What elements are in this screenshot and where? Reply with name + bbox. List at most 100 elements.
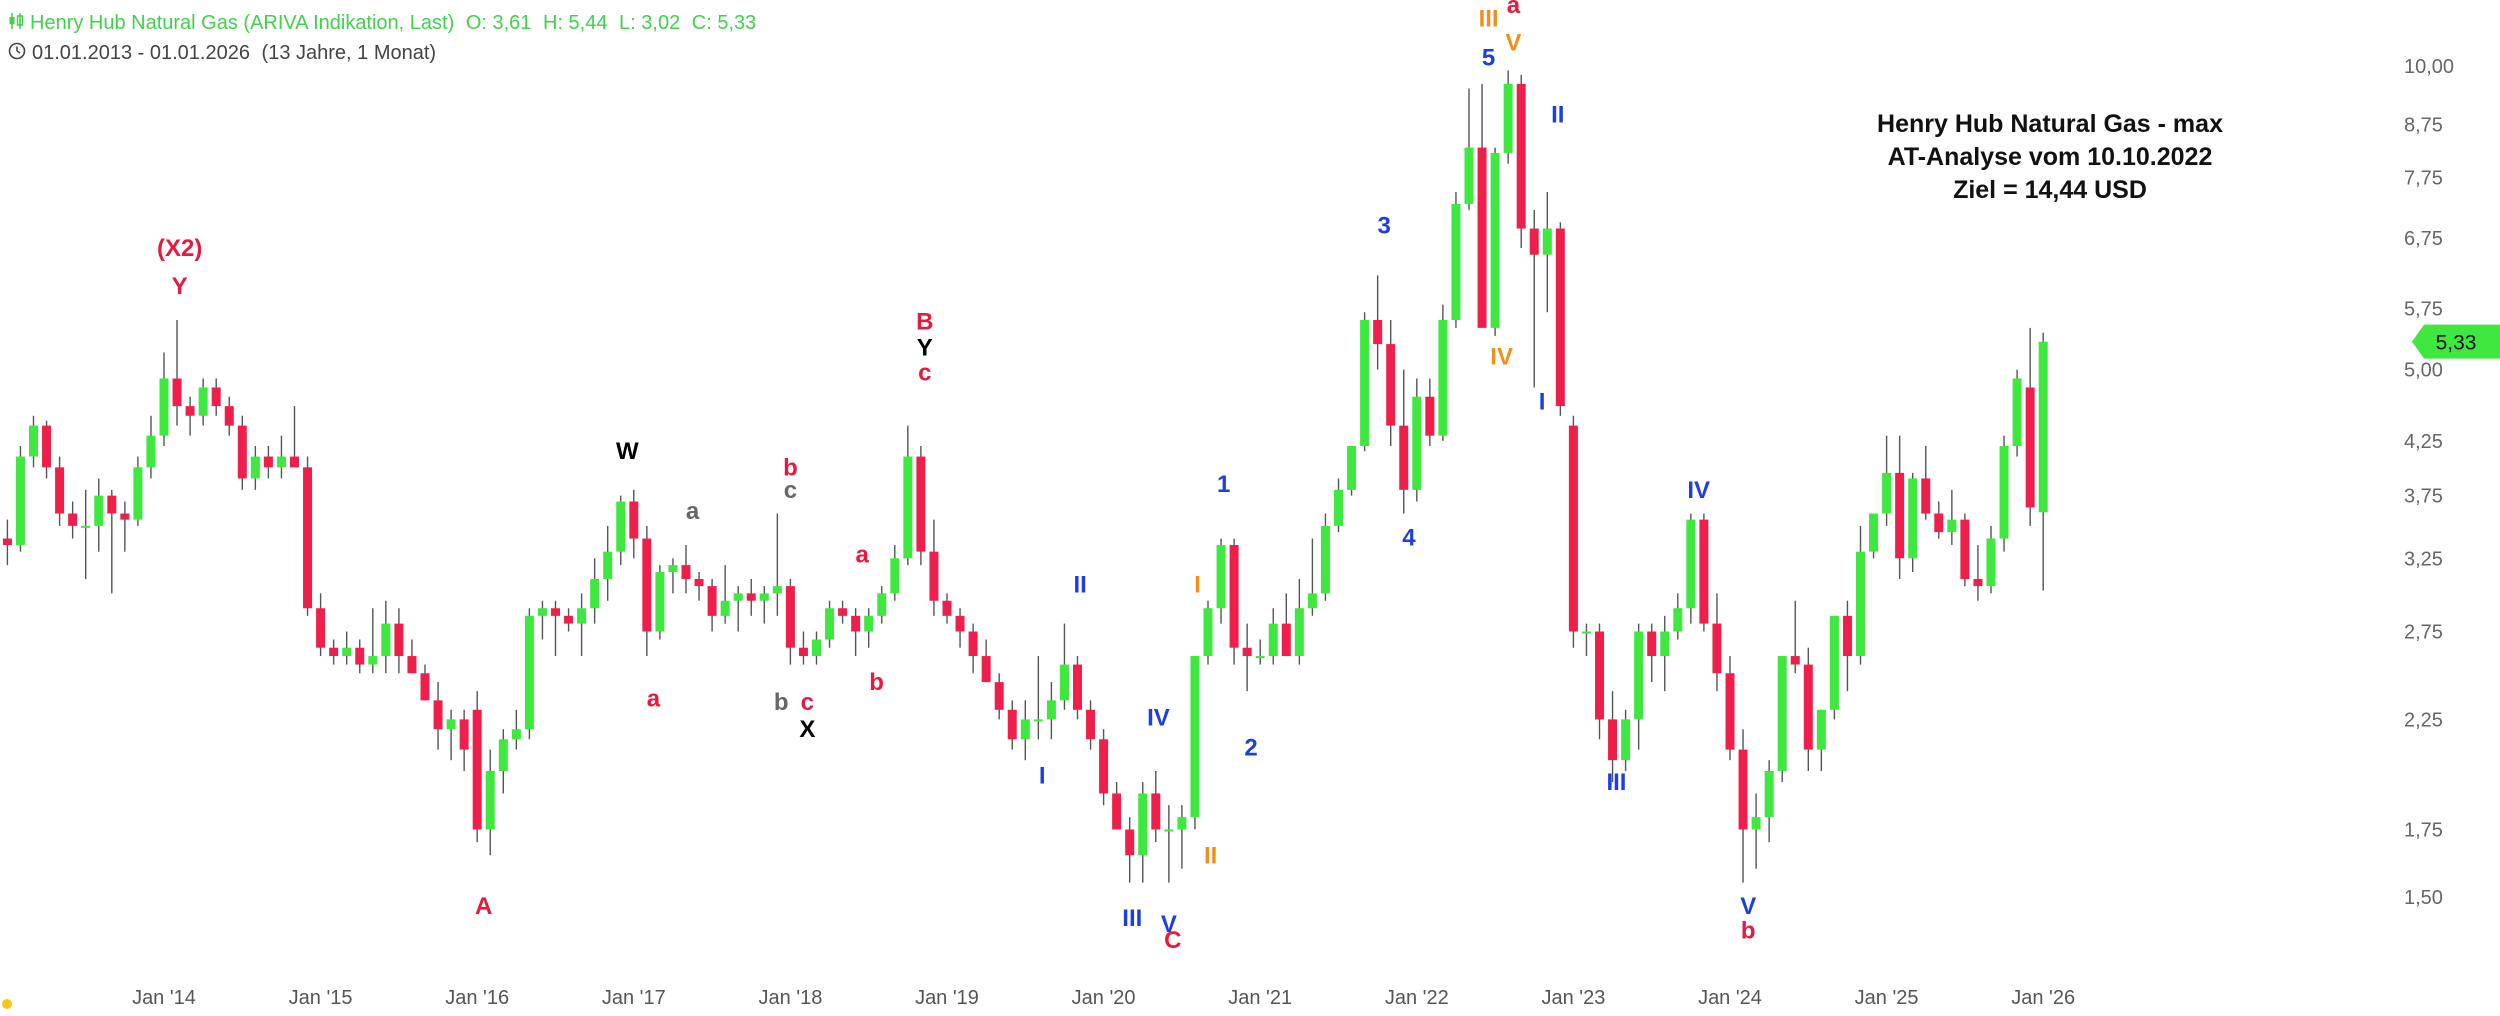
candle-body [1856, 551, 1865, 657]
candle-body [498, 739, 508, 771]
candle-body [303, 467, 313, 609]
high-value: H: 5,44 [543, 12, 608, 35]
wave-label: b [783, 454, 798, 481]
candle-body [355, 647, 365, 665]
candlestick-icon[interactable] [8, 12, 24, 36]
candle-body [290, 456, 299, 468]
candle-body [1542, 228, 1552, 255]
candle-body [2012, 378, 2022, 446]
note-date: AT-Analyse vom 10.10.2022 [1887, 143, 2213, 171]
wave-label: c [801, 689, 814, 716]
candle-body [1007, 709, 1017, 740]
candle-body [1386, 344, 1396, 426]
candle-body [198, 387, 208, 416]
candle-body [524, 615, 534, 730]
candle-body [1842, 615, 1852, 657]
candle-body [146, 435, 156, 468]
candle-body [81, 525, 91, 528]
candle-body [433, 700, 443, 730]
candle-body [276, 456, 286, 468]
candle-body [68, 513, 78, 526]
candle-body [1164, 829, 1174, 832]
candle-body [733, 593, 743, 601]
y-tick-label: 1,50 [2404, 887, 2443, 909]
wave-label: IV [1490, 344, 1513, 371]
y-tick-label: 3,75 [2404, 486, 2443, 508]
candle-body [1503, 83, 1513, 153]
x-tick-label: Jan '16 [445, 987, 509, 1009]
wave-label: a [1507, 0, 1521, 19]
candle-body [211, 387, 221, 407]
close-value: C: 5,33 [691, 12, 757, 35]
candle-body [1490, 152, 1500, 328]
open-value: O: 3,61 [465, 12, 532, 35]
wave-label: b [869, 669, 884, 696]
wave-label: a [647, 685, 661, 712]
x-tick-label: Jan '24 [1698, 987, 1762, 1009]
x-tick-label: Jan '22 [1385, 987, 1449, 1009]
wave-label: V [1505, 30, 1521, 57]
candle-body [1438, 319, 1448, 436]
date-duration: (13 Jahre, 1 Monat) [261, 42, 437, 65]
y-tick-label: 6,75 [2404, 228, 2443, 250]
candle-body [1712, 623, 1722, 674]
candle-body [1581, 631, 1591, 634]
y-tick-label: 5,75 [2404, 298, 2443, 320]
candle-body [1816, 709, 1826, 750]
y-tick-label: 7,75 [2404, 168, 2443, 190]
candle-body [1869, 513, 1879, 552]
wave-label: 4 [1402, 524, 1416, 551]
candle-body [237, 425, 247, 479]
candle-body [1634, 631, 1644, 720]
candle-body [1268, 623, 1278, 657]
candle-body [1686, 519, 1696, 609]
clock-icon[interactable] [8, 42, 26, 66]
candle-body [1790, 656, 1800, 665]
candle-body [955, 615, 965, 632]
candle-body [1112, 793, 1122, 830]
candle-body [1751, 817, 1761, 830]
candle-body [785, 586, 795, 648]
candle-body [1099, 739, 1109, 794]
candle-body [263, 456, 273, 468]
candle-body [681, 565, 691, 580]
candle-body [629, 501, 639, 539]
x-tick-label: Jan '17 [602, 987, 666, 1009]
candle-body [94, 495, 104, 526]
candle-body [1151, 793, 1161, 830]
candle-body [1777, 656, 1787, 771]
candle-body [1360, 319, 1370, 446]
candle-body [1725, 673, 1735, 750]
candle-body [1177, 817, 1187, 830]
candle-body [2038, 341, 2048, 513]
candle-body [1803, 664, 1813, 750]
candle-body [668, 565, 678, 573]
candle-body [1516, 83, 1526, 229]
wave-label: V [1161, 911, 1177, 938]
x-tick-label: Jan '20 [1072, 987, 1136, 1009]
wave-label: Y [172, 273, 188, 300]
candle-body [942, 600, 952, 616]
candle-body [2025, 387, 2035, 508]
candle-body [1738, 749, 1748, 830]
candle-body [1242, 647, 1252, 657]
last-price-tag [2412, 324, 2500, 359]
candle-body [825, 608, 835, 640]
candle-body [1125, 829, 1135, 856]
candle-body [1882, 472, 1892, 514]
candle-body [616, 501, 626, 552]
candle-body [1425, 396, 1435, 436]
wave-label: A [475, 893, 492, 920]
candle-body [368, 656, 378, 665]
wave-label: I [1539, 388, 1546, 415]
candle-body [250, 456, 260, 479]
note-target: Ziel = 14,44 USD [1953, 176, 2147, 204]
candle-body [511, 729, 521, 740]
candle-body [446, 719, 456, 730]
candle-body [1477, 147, 1487, 328]
low-value: L: 3,02 [619, 12, 681, 35]
analysis-note: Henry Hub Natural Gas - max AT-Analyse v… [1790, 108, 2310, 207]
candle-body [903, 456, 913, 559]
x-tick-label: Jan '21 [1228, 987, 1292, 1009]
